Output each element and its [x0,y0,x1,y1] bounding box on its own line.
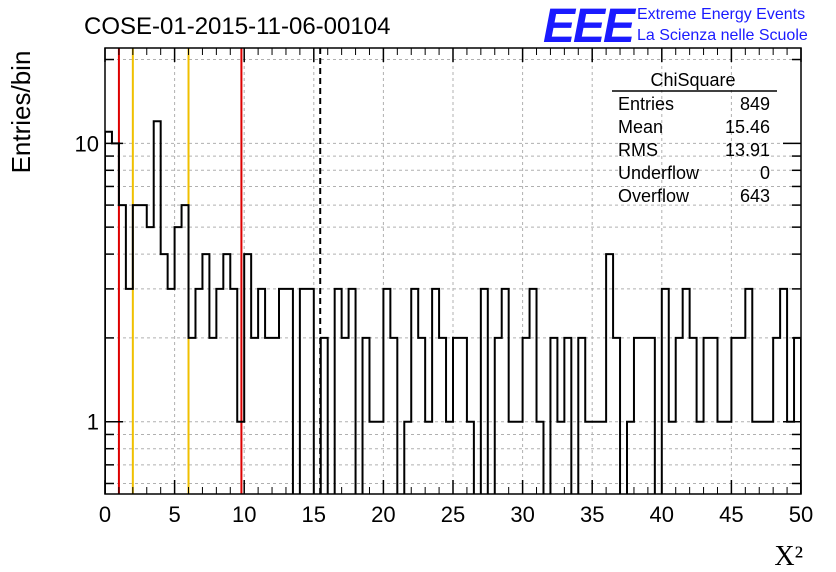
y-axis-label: Entries/bin [6,51,36,174]
x-axis-ticks: 0 5 10 15 20 25 30 35 40 45 50 [99,48,813,527]
histogram-line [105,120,801,494]
y-axis-ticks: 1 10 [75,58,801,485]
stats-title: ChiSquare [650,70,735,90]
eee-logo: EEE [543,0,637,53]
stats-box: ChiSquare Entries 849 Mean 15.46 RMS 13.… [612,70,777,206]
y-tick-label: 10 [75,131,99,156]
x-tick-label: 30 [510,502,534,527]
reference-lines [117,48,322,494]
x-tick-label: 0 [99,502,111,527]
y-tick-label: 1 [87,410,99,435]
x-axis-label: X² [774,541,803,572]
stats-value-underflow: 0 [760,163,770,183]
x-tick-label: 25 [441,502,465,527]
stats-label-underflow: Underflow [618,163,700,183]
x-tick-label: 35 [580,502,604,527]
x-tick-label: 5 [168,502,180,527]
stats-label-mean: Mean [618,117,663,137]
x-tick-label: 40 [650,502,674,527]
stats-value-overflow: 643 [740,186,770,206]
x-tick-label: 20 [371,502,395,527]
x-tick-label: 15 [302,502,326,527]
x-tick-label: 50 [789,502,813,527]
stats-value-mean: 15.46 [725,117,770,137]
chart-title: COSE-01-2015-11-06-00104 [84,13,390,40]
x-tick-label: 10 [232,502,256,527]
x-tick-label: 45 [719,502,743,527]
stats-label-overflow: Overflow [618,186,690,206]
stats-value-entries: 849 [740,94,770,114]
logo-line-1: Extreme Energy Events [637,6,805,23]
logo-line-2: La Scienza nelle Scuole [637,27,808,44]
stats-label-entries: Entries [618,94,674,114]
stats-label-rms: RMS [618,140,658,160]
stats-value-rms: 13.91 [725,140,770,160]
